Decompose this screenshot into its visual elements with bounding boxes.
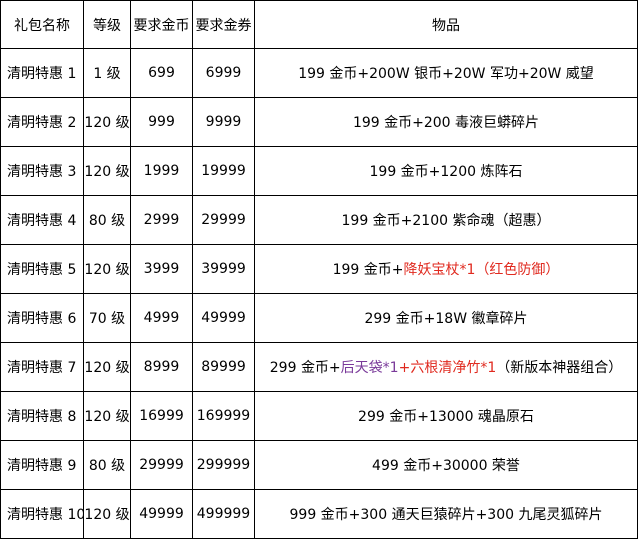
value-cell: 80 级: [83, 195, 131, 245]
item-cell: 299 金币+后天袋*1+六根清净竹*1（新版本神器组合）: [254, 342, 638, 392]
table-row: 清明特惠 7 120 级 8999 89999 299 金币+后天袋*1+六根清净竹*1…: [0, 342, 638, 392]
value-cell: 3999: [130, 244, 193, 294]
name-cell: 清明特惠 7: [0, 342, 84, 392]
item-cell: 299 金币+18W 徽章碎片: [254, 293, 638, 343]
value-cell: 120 级: [83, 342, 131, 392]
header-cell: 要求金币: [130, 0, 193, 49]
name-cell: 清明特惠 5: [0, 244, 84, 294]
item-text: 199 金币+: [332, 262, 404, 278]
name-cell: 清明特惠 1: [0, 48, 84, 98]
item-cell: 999 金币+300 通天巨猿碎片+300 九尾灵狐碎片: [254, 489, 638, 539]
value-cell: 299999: [192, 440, 255, 490]
table-row: 清明特惠 5 120 级 3999 39999 199 金币+降妖宝杖*1（红色防御）: [0, 244, 638, 294]
value-cell: 120 级: [83, 244, 131, 294]
value-cell: 19999: [192, 146, 255, 196]
item-text: 199 金币+200 毒液巨蟒碎片: [352, 115, 540, 131]
value-cell: 4999: [130, 293, 193, 343]
table-row: 清明特惠 9 80 级 29999 299999 499 金币+30000 荣誉: [0, 440, 638, 490]
item-text: 499 金币+30000 荣誉: [372, 458, 520, 474]
value-cell: 499999: [192, 489, 255, 539]
value-cell: 9999: [192, 97, 255, 147]
name-cell: 清明特惠 3: [0, 146, 84, 196]
value-cell: 699: [130, 48, 193, 98]
name-cell: 清明特惠 2: [0, 97, 84, 147]
name-cell: 清明特惠 10: [0, 489, 84, 539]
value-cell: 120 级: [83, 146, 131, 196]
header-cell: 要求金券: [192, 0, 255, 49]
item-text: +六根清净竹*1: [398, 360, 497, 376]
table-row: 清明特惠 4 80 级 2999 29999 199 金币+2100 紫命魂（超惠）: [0, 195, 638, 245]
item-text: 后天袋*1: [340, 360, 399, 376]
value-cell: 29999: [130, 440, 193, 490]
value-cell: 29999: [192, 195, 255, 245]
item-text: 199 金币+1200 炼阵石: [369, 164, 523, 180]
value-cell: 49999: [192, 293, 255, 343]
item-cell: 199 金币+降妖宝杖*1（红色防御）: [254, 244, 638, 294]
item-text: 199 金币+200W 银币+20W 军功+20W 威望: [298, 66, 594, 82]
item-text: （新版本神器组合）: [496, 360, 623, 376]
value-cell: 1999: [130, 146, 193, 196]
item-text: 199 金币+2100 紫命魂（超惠）: [341, 213, 551, 229]
table-row: 清明特惠 3 120 级 1999 19999 199 金币+1200 炼阵石: [0, 146, 638, 196]
value-cell: 70 级: [83, 293, 131, 343]
value-cell: 8999: [130, 342, 193, 392]
item-text: 299 金币+18W 徽章碎片: [364, 311, 528, 327]
value-cell: 6999: [192, 48, 255, 98]
header-cell: 等级: [83, 0, 131, 49]
value-cell: 120 级: [83, 391, 131, 441]
value-cell: 2999: [130, 195, 193, 245]
item-text: 降妖宝杖*1（红色防御）: [403, 262, 560, 278]
item-cell: 199 金币+200W 银币+20W 军功+20W 威望: [254, 48, 638, 98]
value-cell: 49999: [130, 489, 193, 539]
name-cell: 清明特惠 6: [0, 293, 84, 343]
item-text: 299 金币+: [269, 360, 341, 376]
header-row: 礼包名称 等级 要求金币 要求金券 物品: [0, 0, 638, 49]
value-cell: 169999: [192, 391, 255, 441]
value-cell: 89999: [192, 342, 255, 392]
value-cell: 120 级: [83, 97, 131, 147]
item-cell: 199 金币+1200 炼阵石: [254, 146, 638, 196]
name-cell: 清明特惠 9: [0, 440, 84, 490]
header-cell: 礼包名称: [0, 0, 84, 49]
item-cell: 499 金币+30000 荣誉: [254, 440, 638, 490]
item-cell: 299 金币+13000 魂晶原石: [254, 391, 638, 441]
header-cell: 物品: [254, 0, 638, 49]
table-row: 清明特惠 10 120 级 49999 499999 999 金币+300 通天巨猿碎片…: [0, 489, 638, 539]
value-cell: 80 级: [83, 440, 131, 490]
value-cell: 999: [130, 97, 193, 147]
item-text: 299 金币+13000 魂晶原石: [358, 409, 534, 425]
item-cell: 199 金币+200 毒液巨蟒碎片: [254, 97, 638, 147]
value-cell: 39999: [192, 244, 255, 294]
table-row: 清明特惠 6 70 级 4999 49999 299 金币+18W 徽章碎片: [0, 293, 638, 343]
table-row: 清明特惠 8 120 级 16999 169999 299 金币+13000 魂晶原石: [0, 391, 638, 441]
item-cell: 199 金币+2100 紫命魂（超惠）: [254, 195, 638, 245]
item-text: 999 金币+300 通天巨猿碎片+300 九尾灵狐碎片: [289, 507, 603, 523]
value-cell: 1 级: [83, 48, 131, 98]
value-cell: 120 级: [83, 489, 131, 539]
table-row: 清明特惠 2 120 级 999 9999 199 金币+200 毒液巨蟒碎片: [0, 97, 638, 147]
name-cell: 清明特惠 8: [0, 391, 84, 441]
value-cell: 16999: [130, 391, 193, 441]
name-cell: 清明特惠 4: [0, 195, 84, 245]
